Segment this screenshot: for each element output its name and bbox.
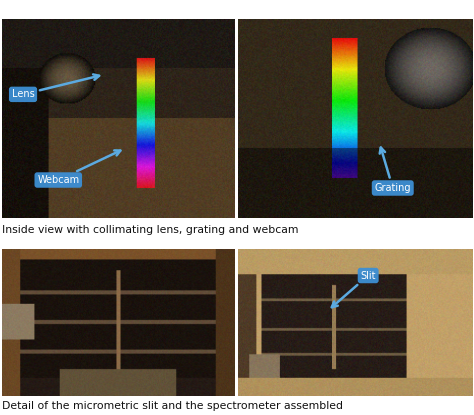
Text: Lens: Lens: [12, 74, 99, 99]
Text: Grating: Grating: [374, 147, 411, 193]
Text: Detail of the micrometric slit and the spectrometer assembled: Detail of the micrometric slit and the s…: [2, 401, 343, 411]
Text: Inside view with collimating lens, grating and webcam: Inside view with collimating lens, grati…: [2, 225, 299, 235]
Text: Slit: Slit: [332, 271, 376, 307]
Text: Webcam: Webcam: [37, 150, 120, 185]
